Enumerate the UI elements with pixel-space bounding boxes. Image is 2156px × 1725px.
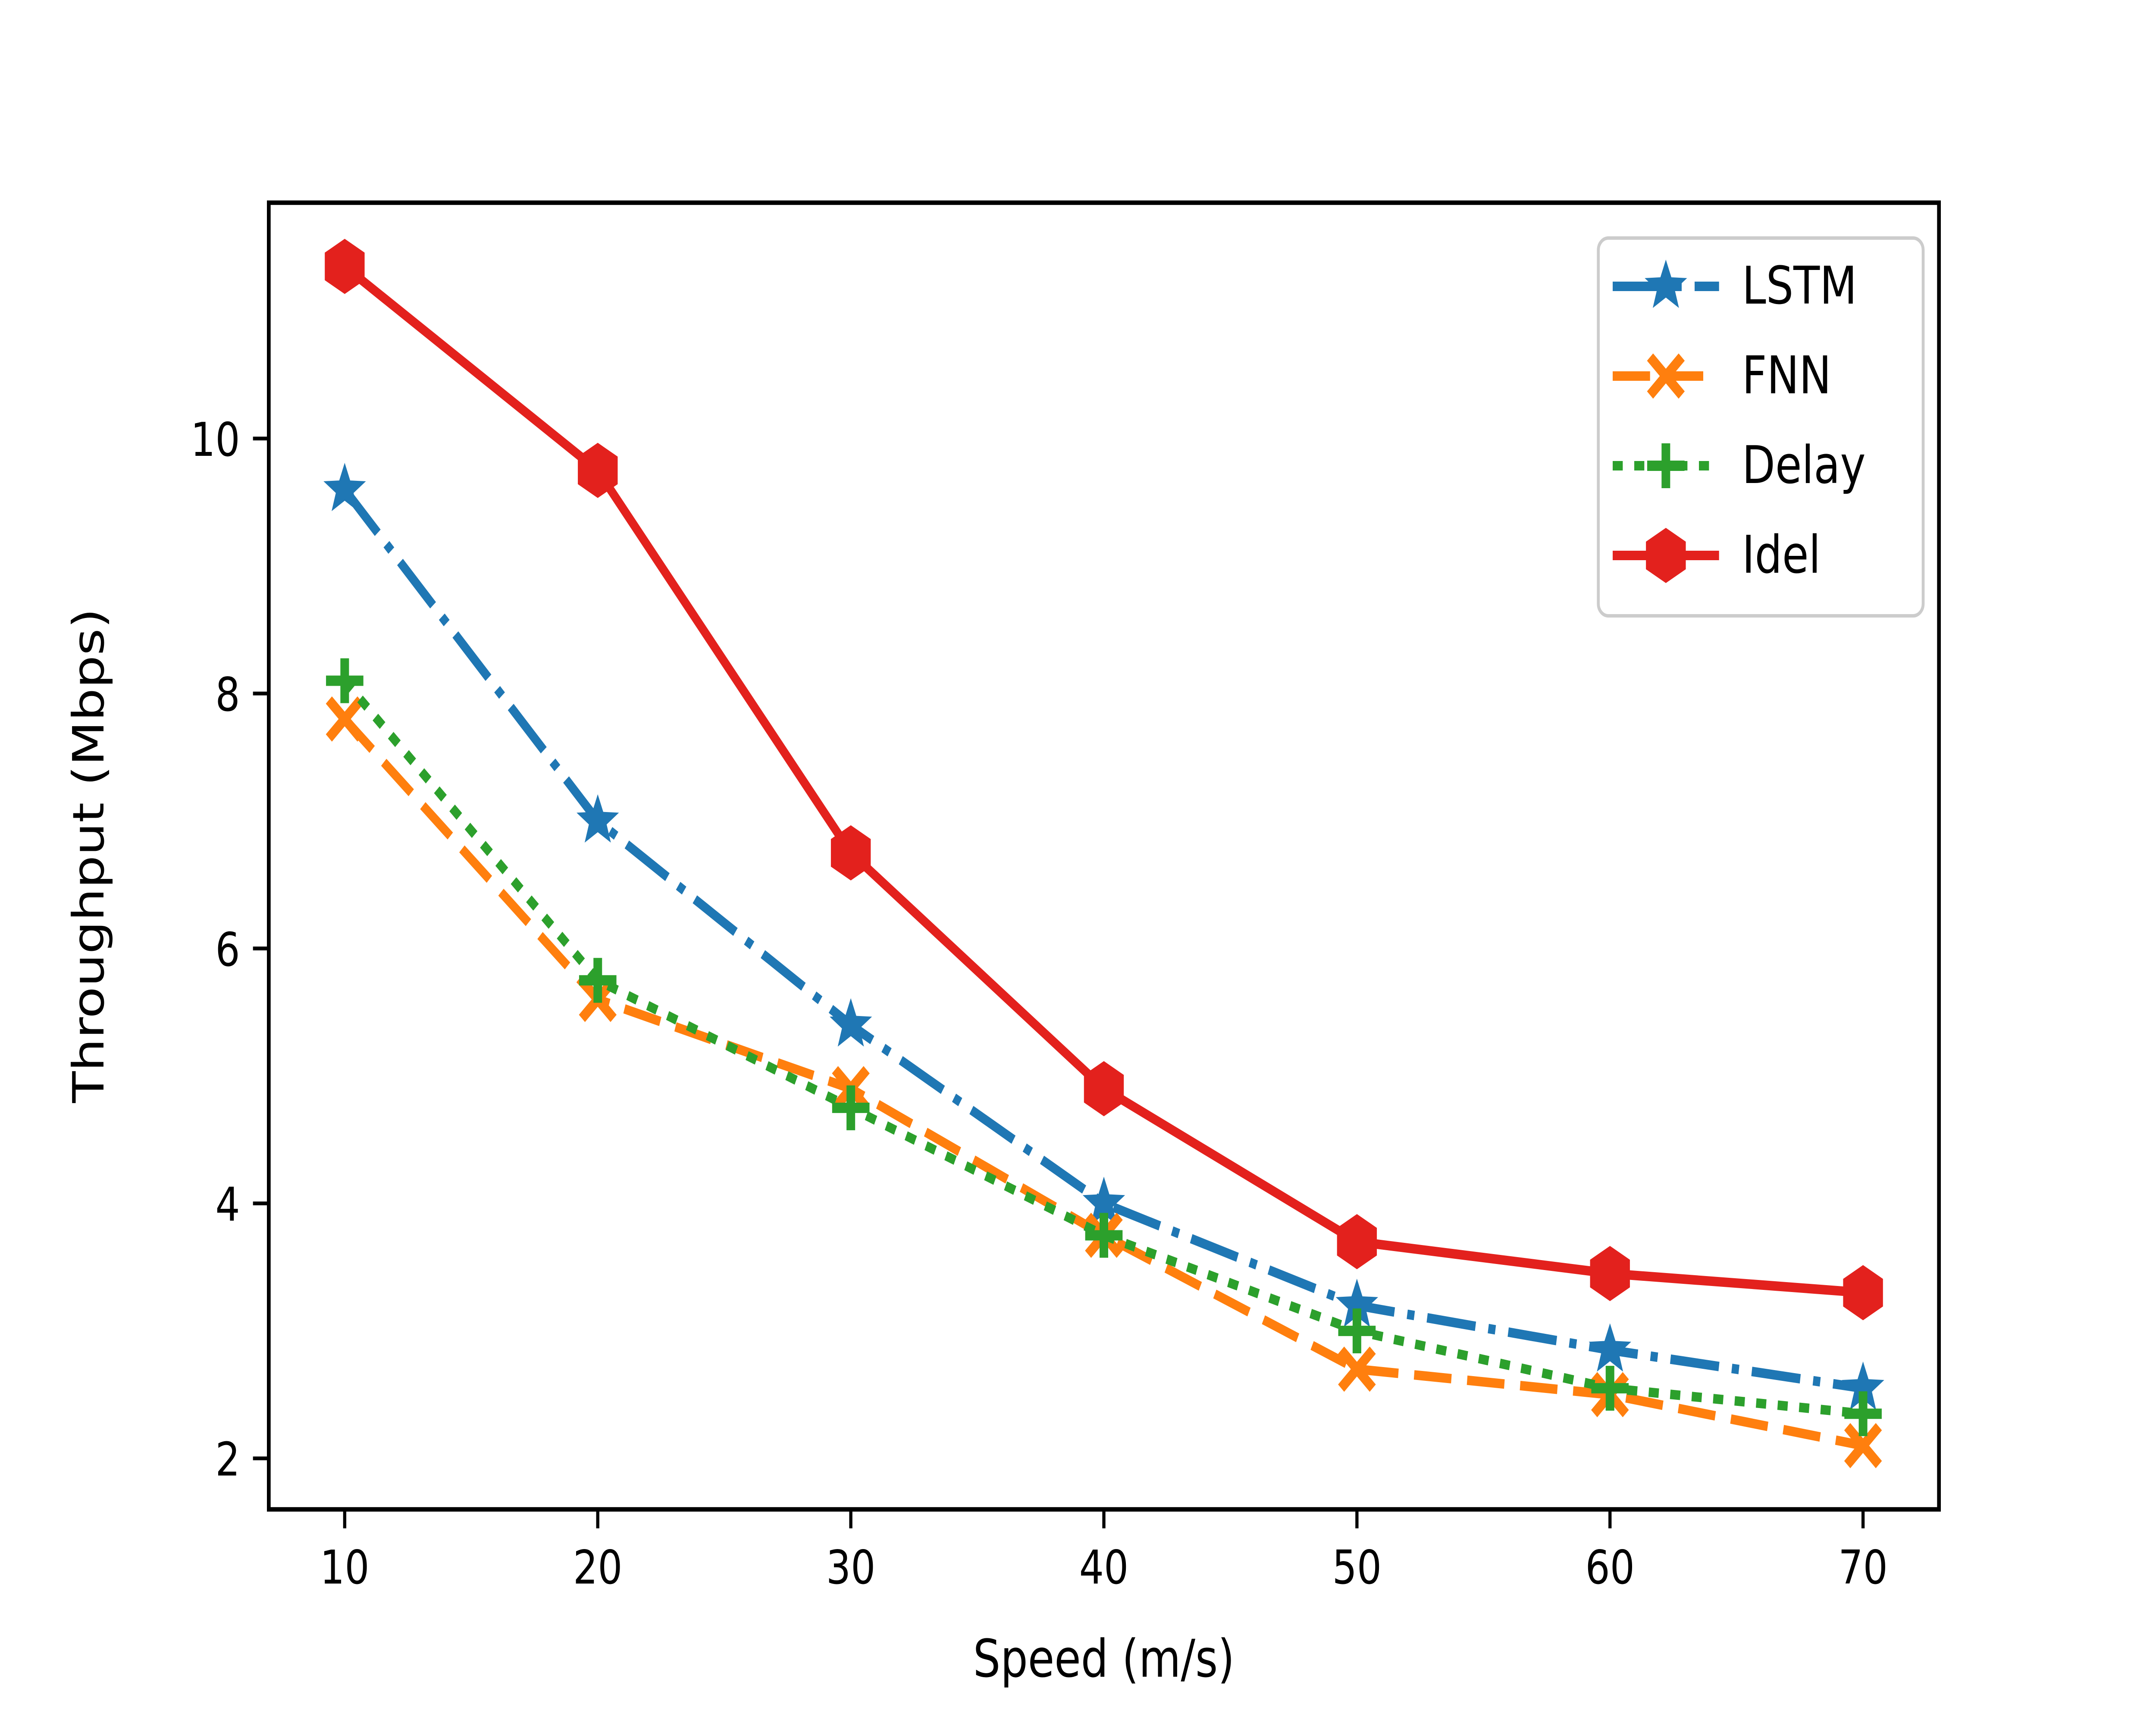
y-tick-label-10: 10 (191, 413, 240, 467)
marker-lstm-x10 (323, 463, 366, 511)
y-tick-label-6: 6 (215, 923, 240, 977)
legend-marker-fnn (1647, 353, 1685, 399)
x-tick-label-20: 20 (573, 1541, 623, 1595)
marker-idel-x70 (1843, 1265, 1883, 1320)
legend-label-idel: Idel (1742, 525, 1821, 585)
x-tick-label-30: 30 (826, 1541, 876, 1595)
marker-idel-x20 (578, 442, 618, 498)
y-tick-label-2: 2 (215, 1433, 240, 1487)
marker-delay-x50 (1338, 1308, 1376, 1354)
marker-delay-x70 (1844, 1391, 1882, 1436)
marker-lstm-x70 (1842, 1361, 1884, 1410)
marker-lstm-x20 (577, 794, 619, 843)
legend: LSTM FNN Delay Idel (1597, 236, 1925, 618)
legend-label-fnn: FNN (1742, 345, 1831, 406)
y-tick-label-8: 8 (215, 668, 240, 722)
x-tick-label-70: 70 (1838, 1541, 1888, 1595)
marker-idel-x60 (1590, 1246, 1630, 1302)
legend-label-delay: Delay (1742, 435, 1866, 496)
marker-delay-x40 (1085, 1213, 1123, 1258)
marker-delay-x30 (832, 1085, 870, 1130)
marker-delay-x10 (326, 658, 364, 703)
marker-idel-x30 (830, 825, 871, 881)
marker-lstm-x40 (1082, 1176, 1125, 1225)
marker-lstm-x60 (1589, 1323, 1631, 1372)
legend-item-lstm: LSTM (1613, 256, 1857, 316)
legend-label-lstm: LSTM (1742, 256, 1857, 316)
marker-idel-x10 (325, 238, 365, 294)
legend-item-delay: Delay (1613, 435, 1866, 496)
x-tick-label-40: 40 (1079, 1541, 1129, 1595)
legend-frame (1597, 236, 1925, 618)
x-axis-label: Speed (m/s) (973, 1629, 1235, 1689)
marker-delay-x60 (1591, 1366, 1629, 1411)
y-axis-label: Throughput (Mbps) (64, 608, 114, 1103)
y-tick-label-4: 4 (215, 1178, 240, 1232)
x-tick-label-60: 60 (1585, 1541, 1635, 1595)
x-tick-label-50: 50 (1332, 1541, 1382, 1595)
marker-idel-x40 (1084, 1061, 1124, 1117)
legend-marker-delay (1647, 443, 1685, 488)
axes-spines (267, 200, 1941, 1512)
marker-fnn-x50 (1338, 1346, 1376, 1392)
marker-delay-x20 (579, 958, 617, 1003)
legend-item-fnn: FNN (1613, 345, 1831, 406)
legend-marker-lstm (1645, 260, 1687, 308)
legend-marker-idel (1646, 528, 1686, 583)
marker-fnn-x10 (326, 696, 364, 742)
marker-idel-x50 (1337, 1214, 1377, 1270)
x-tick-label-10: 10 (320, 1541, 370, 1595)
marker-lstm-x30 (830, 998, 872, 1047)
marker-lstm-x50 (1335, 1279, 1378, 1327)
legend-item-idel: Idel (1613, 525, 1821, 585)
marker-fnn-x70 (1844, 1423, 1882, 1468)
